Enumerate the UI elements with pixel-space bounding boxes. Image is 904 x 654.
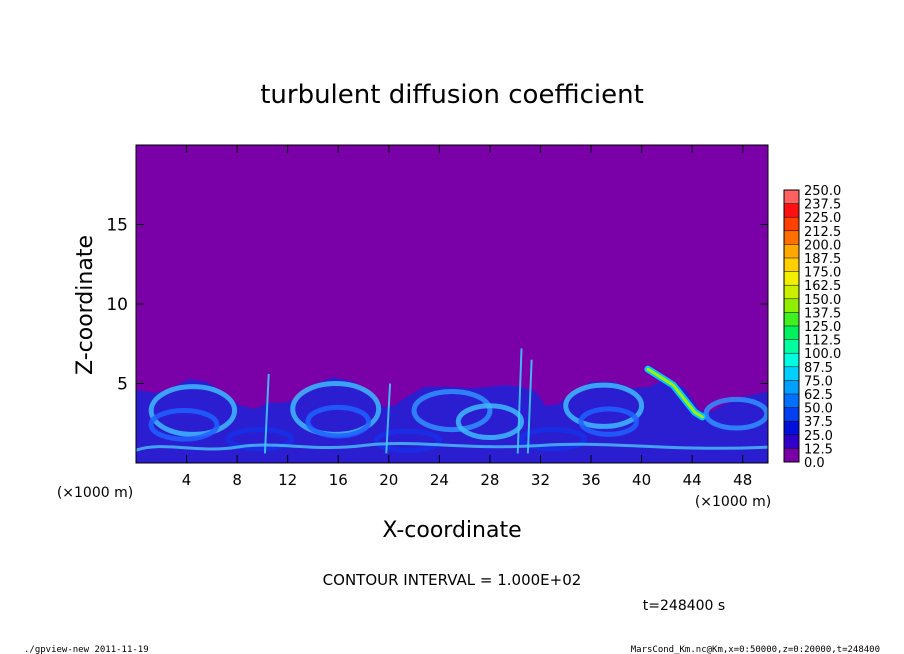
colorbar-segment: [784, 326, 799, 340]
y-tick-label: 10: [106, 295, 128, 315]
colorbar-segment: [784, 298, 799, 313]
eddy-10: [373, 428, 442, 453]
eddy-0: [148, 384, 238, 437]
plume-2: [516, 348, 523, 454]
y-tick-label: 15: [106, 216, 128, 236]
x-tick-label: 48: [733, 471, 752, 489]
colorbar-label: 225.0: [804, 211, 841, 226]
x-tick-label: 36: [581, 471, 600, 489]
x-tick-label: 40: [632, 471, 651, 489]
boundary-layer-region: [136, 377, 768, 463]
colorbar-segment: [784, 244, 799, 258]
colorbar-label: 75.0: [804, 374, 833, 389]
colorbar-label: 50.0: [804, 402, 833, 417]
colorbar-label: 125.0: [804, 320, 841, 335]
x-tick-label: 8: [232, 471, 242, 489]
surface-band: [136, 442, 768, 452]
colorbar-segment: [784, 394, 799, 408]
chart-title: turbulent diffusion coefficient: [260, 80, 644, 110]
eddy-5: [455, 403, 525, 441]
colorbar-label: 237.5: [804, 198, 841, 213]
y-axis-label: Z-coordinate: [73, 235, 98, 375]
eddy-3: [305, 404, 372, 439]
colorbar-segment: [784, 448, 799, 462]
x-tick-label: 16: [329, 471, 348, 489]
eddy-7: [578, 406, 640, 437]
colorbar-segment: [784, 230, 799, 245]
footer-right: MarsCond_Km.nc@Km,x=0:50000,z=0:20000,t=…: [631, 645, 880, 654]
y-tick-label: 5: [117, 375, 128, 395]
x-tick-label: 24: [430, 471, 449, 489]
x-tick-label: 12: [278, 471, 297, 489]
x-axis-label: X-coordinate: [382, 518, 521, 543]
colorbar-label: 25.0: [804, 429, 833, 444]
colorbar-segment: [784, 190, 799, 204]
colorbar-segment: [784, 380, 799, 394]
turbulence-field: [136, 348, 768, 463]
eddy-9: [225, 427, 294, 452]
x-tick-label: 44: [683, 471, 702, 489]
x-unit-left: (×1000 m): [57, 485, 133, 501]
colorbar-label: 12.5: [804, 442, 833, 457]
colorbar-segment: [784, 407, 799, 422]
colorbar-segment: [784, 203, 799, 218]
eddy-4: [411, 388, 493, 433]
colorbar-label: 137.5: [804, 306, 841, 321]
colorbar-label: 0.0: [804, 456, 825, 471]
colorbar-segment: [784, 366, 799, 381]
colorbar-label: 37.5: [804, 415, 833, 430]
colorbar-label: 212.5: [804, 225, 841, 240]
colorbar-segment: [784, 285, 799, 299]
x-tick-label: 20: [379, 471, 398, 489]
footer-left: ./gpview-new 2011-11-19: [24, 645, 149, 654]
colorbar-segment: [784, 421, 799, 435]
x-unit-right: (×1000 m): [695, 494, 771, 510]
colorbar-segment: [784, 271, 799, 286]
colorbar-segment: [784, 434, 799, 449]
colorbar-label: 87.5: [804, 361, 833, 376]
x-tick-label: 32: [531, 471, 550, 489]
plume-1: [385, 383, 392, 454]
y-axis-ticks: 5 10 15: [106, 216, 768, 395]
eddy-8: [703, 396, 768, 431]
colorbar-label: 187.5: [804, 252, 841, 267]
colorbar-segment: [784, 353, 799, 367]
colorbar-label: 175.0: [804, 266, 841, 281]
colorbar-label: 200.0: [804, 238, 841, 253]
contour-interval: CONTOUR INTERVAL = 1.000E+02: [323, 571, 582, 589]
eddy-1: [148, 408, 220, 442]
eddy-6: [563, 382, 645, 429]
time-label: t=248400 s: [643, 598, 725, 614]
eddy-11: [519, 427, 588, 452]
colorbar-label: 62.5: [804, 388, 833, 403]
plume-3: [526, 359, 533, 454]
x-axis-ticks: 4 8 12 16 20 24 28 32 36 40 44 48: [182, 145, 752, 489]
colorbar-segment: [784, 312, 799, 326]
x-tick-label: 28: [480, 471, 499, 489]
colorbar-label: 250.0: [804, 184, 841, 199]
colorbar-label: 162.5: [804, 279, 841, 294]
colorbar-segment: [784, 339, 799, 354]
streak-inner: [646, 367, 704, 419]
colorbar-segment: [784, 258, 799, 272]
colorbar-label: 112.5: [804, 334, 841, 349]
colorbar-segment: [784, 217, 799, 231]
colorbar-label: 100.0: [804, 347, 841, 362]
colorbar: 0.012.525.037.550.062.575.087.5100.0112.…: [783, 184, 841, 471]
plot-area: [135, 144, 769, 464]
colorbar-label: 150.0: [804, 293, 841, 308]
plume-0: [263, 373, 270, 454]
x-tick-label: 4: [182, 471, 192, 489]
